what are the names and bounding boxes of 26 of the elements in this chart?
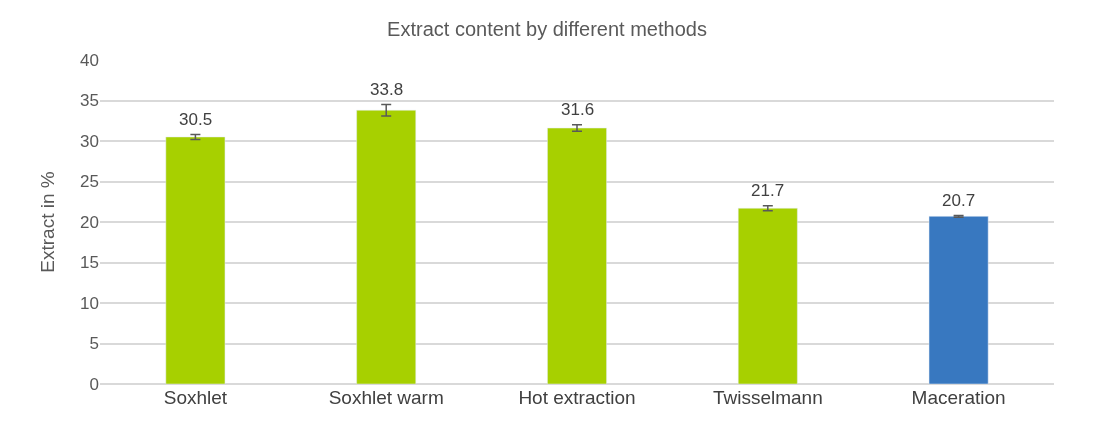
- data-label: 21.7: [751, 181, 785, 200]
- y-tick-label: 40: [80, 50, 99, 70]
- bar: [356, 109, 417, 384]
- data-label: 33.8: [370, 80, 404, 99]
- y-tick-label: 30: [80, 131, 99, 151]
- data-label: 30.5: [179, 110, 213, 129]
- y-axis-title: Extract in %: [36, 171, 58, 273]
- x-tick-label: Soxhlet warm: [328, 387, 444, 408]
- y-tick-label: 0: [89, 374, 99, 394]
- x-tick-label: Twisselmann: [712, 387, 823, 408]
- data-label: 20.7: [942, 191, 976, 210]
- chart-title: Extract content by different methods: [387, 17, 707, 40]
- bar: [165, 136, 226, 384]
- bar: [547, 127, 607, 384]
- y-tick-label: 5: [89, 334, 99, 354]
- y-tick-label: 10: [80, 293, 99, 313]
- x-tick-label: Maceration: [911, 387, 1006, 408]
- y-tick-label: 20: [80, 212, 99, 232]
- y-tick-label: 35: [80, 91, 99, 111]
- x-tick-label: Soxhlet: [163, 387, 228, 408]
- y-tick-label: 15: [80, 253, 99, 273]
- bar: [928, 216, 989, 384]
- bar: [737, 207, 798, 384]
- data-label: 31.6: [561, 100, 595, 119]
- y-tick-label: 25: [80, 172, 99, 192]
- x-tick-label: Hot extraction: [518, 387, 636, 408]
